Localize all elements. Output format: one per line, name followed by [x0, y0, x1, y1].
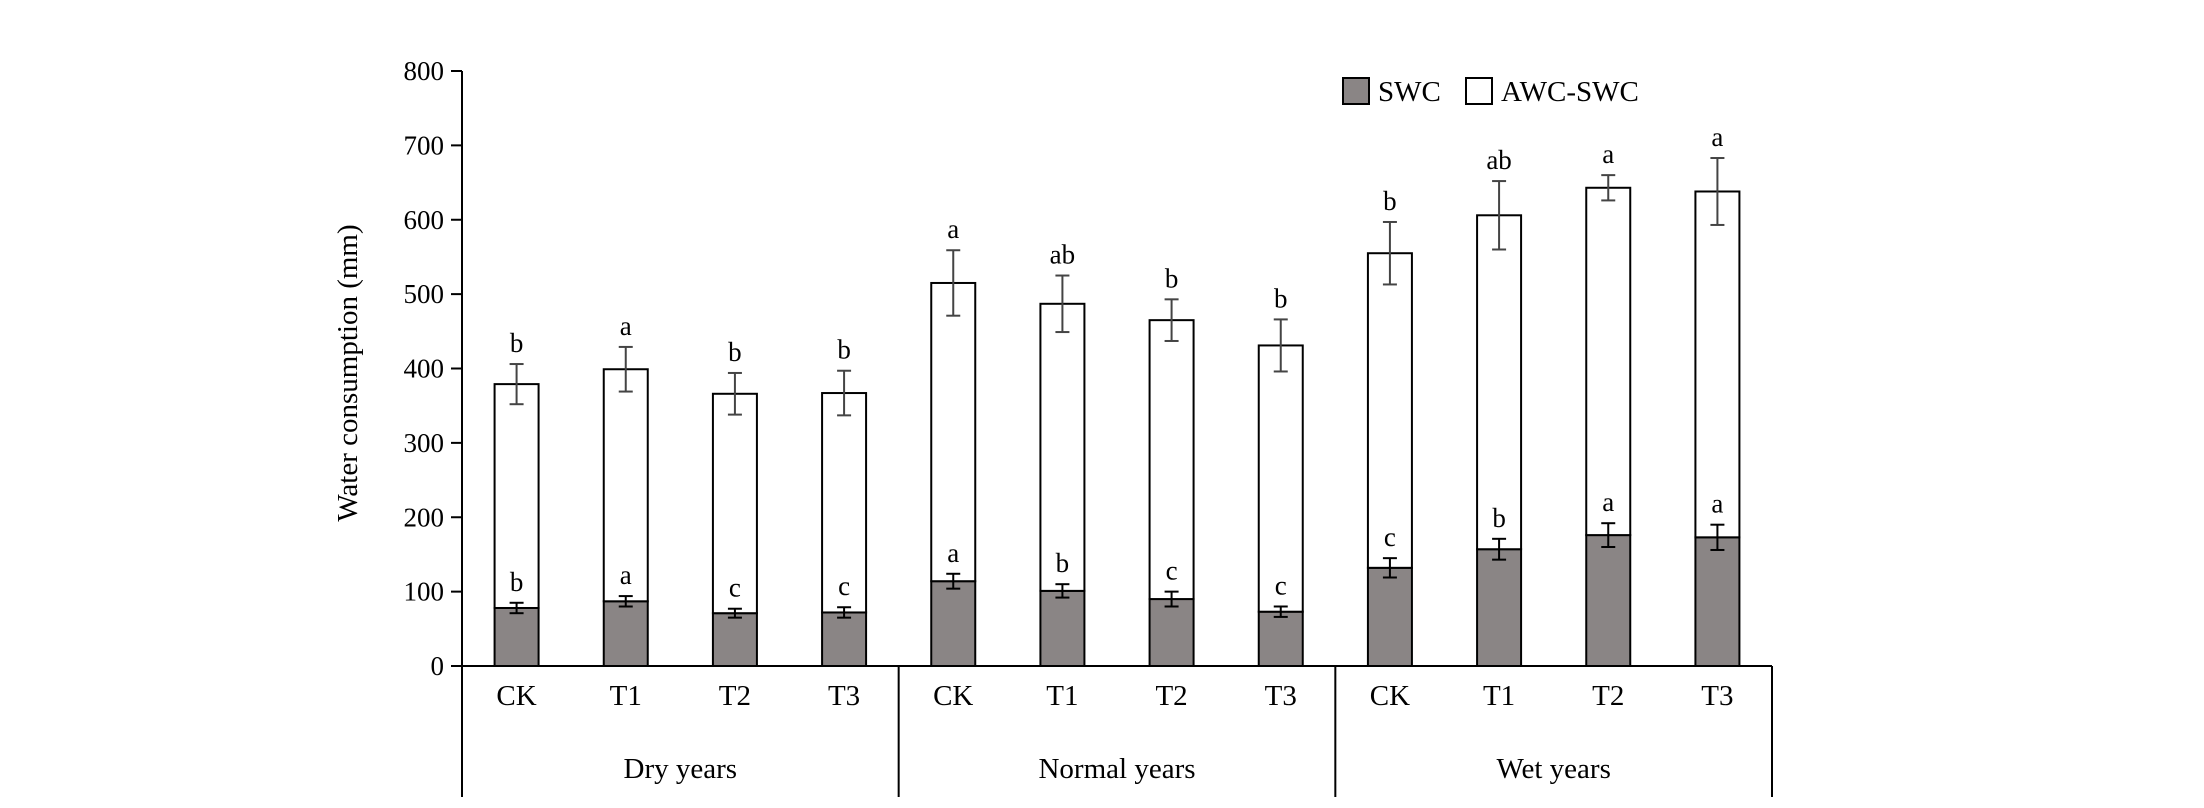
letter-total: b	[1383, 186, 1397, 216]
letter-swc: b	[1492, 503, 1506, 533]
x-axis: CK T1 T2 T3 CK T1 T2 T3 CK T1 T2 T3 Dry years Normal …	[451, 665, 1773, 797]
y-tick-label: 800	[404, 56, 445, 86]
category-label: T1	[1046, 680, 1078, 712]
letter-total: b	[728, 337, 742, 367]
letter-total: b	[510, 328, 524, 358]
bar-swc	[930, 580, 977, 668]
letter-total: a	[947, 214, 959, 244]
letter-swc: b	[1056, 548, 1070, 578]
letter-swc: c	[838, 571, 850, 601]
letter-total: a	[620, 311, 632, 341]
category-label: T1	[610, 680, 642, 712]
letter-total: b	[837, 335, 851, 365]
group-label: Wet years	[1496, 753, 1610, 785]
bar-swc	[602, 600, 649, 668]
letter-swc: a	[947, 538, 959, 568]
bar-awc-swc	[1366, 252, 1413, 569]
legend-swatch-swc	[1342, 77, 1370, 105]
letter-swc: b	[510, 567, 524, 597]
letter-swc: c	[1166, 556, 1178, 586]
axes: 0 100 200 300 400 500 600 700 800	[404, 56, 463, 681]
category-label: T3	[828, 680, 860, 712]
y-tick-label: 0	[431, 651, 445, 681]
letter-total: ab	[1050, 240, 1075, 270]
bar-swc	[711, 612, 758, 667]
letter-swc: c	[1275, 571, 1287, 601]
y-tick-label: 100	[404, 577, 445, 607]
category-label: T2	[1592, 680, 1624, 712]
group-label: Normal years	[1038, 753, 1195, 785]
category-label: T2	[719, 680, 751, 712]
category-label: CK	[1370, 680, 1410, 712]
category-label: T3	[1701, 680, 1733, 712]
y-tick-label: 700	[404, 130, 445, 160]
letter-total: a	[1602, 139, 1614, 169]
letter-swc: c	[1384, 522, 1396, 552]
letter-total: a	[1711, 122, 1723, 152]
bar-swc	[1257, 610, 1304, 667]
bar-awc-swc	[1585, 186, 1632, 537]
bar-awc-swc	[1148, 319, 1195, 601]
bar-swc	[1039, 589, 1086, 667]
letter-total: ab	[1486, 145, 1511, 175]
bar-swc	[1585, 534, 1632, 667]
legend-label-swc: SWC	[1378, 76, 1441, 108]
letter-total: b	[1165, 263, 1179, 293]
bar-swc	[1366, 566, 1413, 668]
category-label: T2	[1155, 680, 1187, 712]
group-label: Dry years	[624, 753, 738, 785]
legend-swatch-awc-swc	[1465, 77, 1493, 105]
bar-swc	[1694, 536, 1741, 667]
bar-swc	[493, 606, 540, 667]
bar-swc	[1476, 548, 1523, 668]
y-tick-label: 600	[404, 205, 445, 235]
category-label: T1	[1483, 680, 1515, 712]
bars	[493, 186, 1741, 668]
category-label: CK	[933, 680, 973, 712]
bar-awc-swc	[930, 281, 977, 583]
legend: SWC AWC-SWC	[1342, 76, 1639, 108]
legend-label-awc-swc: AWC-SWC	[1501, 76, 1639, 108]
bar-swc	[821, 611, 868, 668]
letter-total: b	[1274, 283, 1288, 313]
bar-awc-swc	[1694, 190, 1741, 539]
category-label: CK	[496, 680, 536, 712]
letter-swc: a	[1711, 489, 1723, 519]
letter-swc: a	[620, 560, 632, 590]
letter-swc: c	[729, 573, 741, 603]
category-label: T3	[1265, 680, 1297, 712]
bar-awc-swc	[1476, 214, 1523, 551]
error-bars	[509, 157, 1725, 619]
bar-awc-swc	[1039, 302, 1086, 592]
bar-swc	[1148, 598, 1195, 667]
bar-awc-swc	[1257, 344, 1304, 613]
y-axis-title: Water consumption (mm)	[332, 224, 364, 521]
bar-awc-swc	[821, 392, 868, 614]
letter-swc: a	[1602, 487, 1614, 517]
y-tick-label: 500	[404, 279, 445, 309]
y-tick-label: 300	[404, 428, 445, 458]
y-tick-label: 200	[404, 502, 445, 532]
y-tick-label: 400	[404, 354, 445, 384]
